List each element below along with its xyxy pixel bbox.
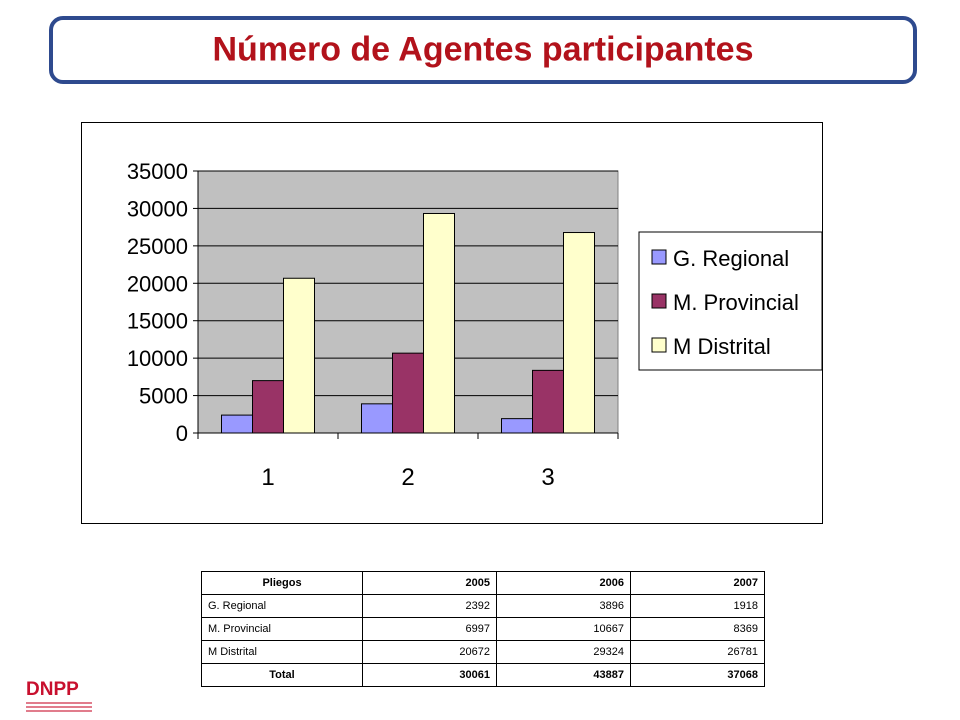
x-tick-label: 2	[401, 464, 414, 491]
table-cell: 10667	[496, 617, 631, 641]
table-cell: 37068	[630, 663, 765, 687]
bar-chart: 0 5000 10000 15000 20000 25000 30000 35000 1 2 3 G.…	[127, 159, 822, 491]
bar-m-provincial	[252, 380, 284, 434]
legend-box	[638, 231, 822, 371]
table-row: M Distrital 20672 29324 26781	[201, 640, 765, 664]
legend-swatch	[651, 337, 667, 353]
table-cell: Total	[201, 663, 363, 687]
table-cell: 1918	[630, 594, 765, 618]
table-cell: 43887	[496, 663, 631, 687]
bar-m-distrital	[423, 212, 455, 434]
title-box: Número de Agentes participantes	[49, 16, 917, 84]
legend-swatch	[651, 249, 667, 265]
x-tick-label: 1	[261, 464, 274, 491]
table-cell: 8369	[630, 617, 765, 641]
data-table: Pliegos 2005 2006 2007 G. Regional 2392 …	[201, 571, 765, 687]
bar-m-provincial	[532, 369, 564, 434]
table-cell: G. Regional	[201, 594, 363, 618]
x-tick-label: 3	[541, 464, 554, 491]
bar-m-distrital	[563, 232, 595, 434]
table-cell: 6997	[362, 617, 497, 641]
table-header-cell: 2007	[630, 571, 765, 595]
table-total-row: Total 30061 43887 37068	[201, 663, 765, 687]
table-cell: M Distrital	[201, 640, 363, 664]
table-row: G. Regional 2392 3896 1918	[201, 594, 765, 618]
table-cell: 20672	[362, 640, 497, 664]
y-tick-label: 0	[176, 421, 188, 446]
table-header-row: Pliegos 2005 2006 2007	[201, 571, 765, 595]
table-cell: 30061	[362, 663, 497, 687]
bar-m-distrital	[283, 277, 315, 434]
table-cell: M. Provincial	[201, 617, 363, 641]
y-tick-label: 25000	[127, 234, 188, 259]
logo-text: DNPP	[26, 679, 79, 700]
table-cell: 26781	[630, 640, 765, 664]
y-tick-label: 30000	[127, 196, 188, 221]
chart-frame: 0 5000 10000 15000 20000 25000 30000 35000 1 2 3 G.…	[81, 122, 823, 524]
table-cell: 2392	[362, 594, 497, 618]
table-header-cell: Pliegos	[201, 571, 363, 595]
bar-m-provincial	[392, 352, 424, 434]
legend-label: M Distrital	[673, 334, 771, 359]
y-tick-label: 15000	[127, 309, 188, 334]
logo-stripes	[26, 702, 92, 712]
legend-label: M. Provincial	[673, 290, 799, 315]
legend-label: G. Regional	[673, 246, 789, 271]
table-header-cell: 2006	[496, 571, 631, 595]
y-tick-label: 5000	[139, 384, 188, 409]
page-title: Número de Agentes participantes	[212, 30, 754, 69]
y-tick-label: 35000	[127, 159, 188, 184]
bar-g-regional	[221, 414, 253, 434]
legend-swatch	[651, 293, 667, 309]
table-cell: 29324	[496, 640, 631, 664]
dnpp-logo: DNPP	[22, 679, 112, 717]
table-header-cell: 2005	[362, 571, 497, 595]
y-tick-label: 20000	[127, 271, 188, 296]
bar-g-regional	[361, 403, 393, 434]
bar-g-regional	[501, 418, 533, 434]
y-tick-label: 10000	[127, 346, 188, 371]
table-row: M. Provincial 6997 10667 8369	[201, 617, 765, 641]
table-cell: 3896	[496, 594, 631, 618]
